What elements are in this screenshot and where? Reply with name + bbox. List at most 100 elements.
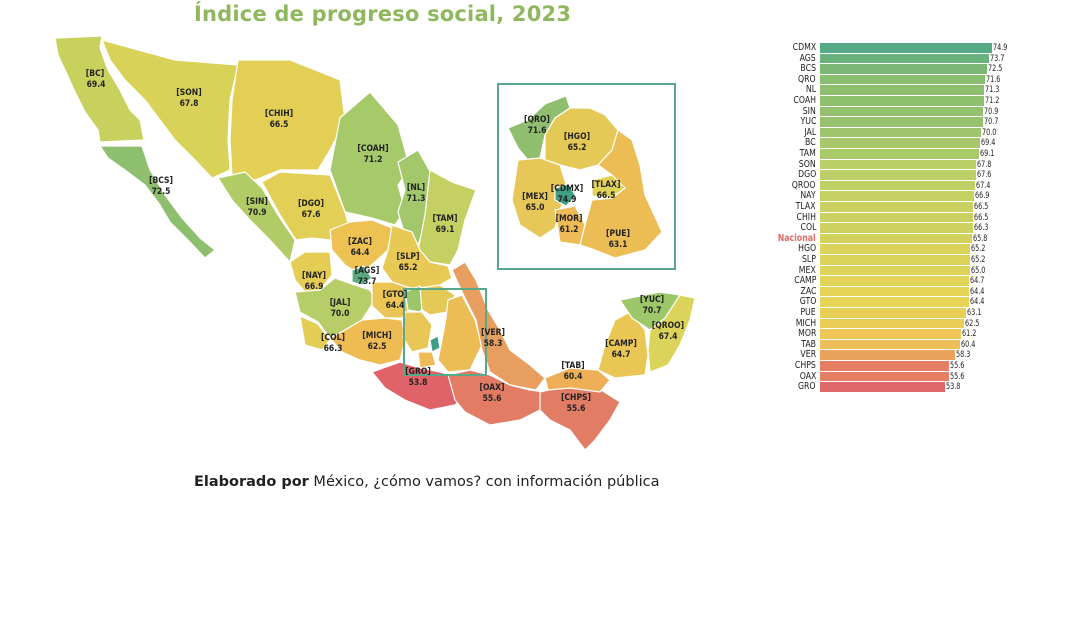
bar-value-label: 71.6 <box>985 74 1001 85</box>
inset-label-hgo-code: [HGO] <box>564 132 590 142</box>
bar <box>820 117 983 127</box>
bar-category-label: MEX <box>798 264 816 276</box>
state-bcs <box>99 145 216 259</box>
bar-value-label: 65.2 <box>971 244 986 255</box>
state-col <box>299 315 331 351</box>
map-label-chih-code: [CHIH] <box>265 109 293 119</box>
map-label-tam-code: [TAM] <box>432 214 457 224</box>
map-label-bcs-code: [BCS] <box>149 176 173 186</box>
bar-value-label: 67.4 <box>976 180 991 191</box>
state-nay <box>289 251 333 293</box>
state-zac <box>329 219 393 276</box>
bar-row: NL 71.3 <box>740 84 1060 96</box>
bar-category-label: ZAC <box>800 285 816 297</box>
map-label-yuc-value: 70.7 <box>643 306 662 316</box>
map-label-dgo-code: [DGO] <box>298 199 324 209</box>
map-label-nay-code: [NAY] <box>302 271 326 281</box>
bar-category-label: YUC <box>800 116 816 128</box>
state-pue <box>437 294 483 373</box>
bar <box>820 202 974 212</box>
bar-category-label: GRO <box>798 381 816 393</box>
bar <box>820 106 984 117</box>
map-label-son-value: 67.8 <box>180 99 199 109</box>
bar-category-label: NAY <box>800 190 816 202</box>
inset-pue <box>579 129 663 259</box>
bar-category-label: HGO <box>797 243 816 255</box>
bar-category-label: QRO <box>798 73 816 85</box>
bar-row: DGO 67.6 <box>740 169 1060 181</box>
bar <box>820 265 970 276</box>
map-label-tab-value: 60.4 <box>564 372 583 382</box>
map-label-yuc-code: [YUC] <box>640 295 664 305</box>
map-label-zac-value: 64.4 <box>351 248 370 258</box>
bar <box>820 286 969 297</box>
credit-bold: Elaborado por <box>194 474 309 490</box>
bar-row: PUE 63.1 <box>740 307 1060 319</box>
map-label-bc-code: [BC] <box>86 69 104 79</box>
bar-category-label: TAM <box>799 148 816 159</box>
state-jal <box>294 277 376 339</box>
bar-category-label: GTO <box>799 296 816 308</box>
bar-value-label: 67.6 <box>976 170 992 181</box>
map-label-zac-code: [ZAC] <box>348 237 372 247</box>
bar-value-label: 65.0 <box>970 265 986 276</box>
bar <box>820 318 965 329</box>
state-ags <box>351 265 373 286</box>
map-label-son-code: [SON] <box>176 88 201 98</box>
bar-row: CHPS 55.6 <box>740 360 1060 372</box>
bar <box>820 255 971 265</box>
bar-category-label: COAH <box>793 95 816 106</box>
bar-row: GTO 64.4 <box>740 296 1060 308</box>
state-camp <box>597 311 649 379</box>
inset-label-qro-code: [QRO] <box>524 115 550 125</box>
bar <box>820 159 977 170</box>
bar-category-label: SIN <box>802 105 816 117</box>
bar-category-label: DGO <box>797 169 816 181</box>
chart-title: Índice de progreso social, 2023 <box>194 2 572 26</box>
bar-row: TAM 69.1 <box>740 148 1060 160</box>
bar-category-label: TAB <box>801 338 816 350</box>
map-label-jal-value: 70.0 <box>331 309 350 319</box>
inset-labels: [QRO] 71.6 [HGO] 65.2 [MEX] 65.0 [CDMX] … <box>522 115 630 250</box>
map-label-col-code: [COL] <box>321 333 345 343</box>
bar-value-label: 66.3 <box>973 223 989 234</box>
inset-label-cdmx-code: [CDMX] <box>551 184 583 194</box>
bar-value-label: 74.9 <box>993 43 1008 53</box>
bar-value-label: 65.2 <box>971 255 986 265</box>
bar <box>820 43 992 53</box>
map-label-gto-value: 64.4 <box>386 301 405 311</box>
bar-row: MOR 61.2 <box>740 328 1060 340</box>
inset-label-mex-code: [MEX] <box>522 192 548 202</box>
inset-label-pue-value: 63.1 <box>609 240 628 250</box>
inset-locator-frame <box>403 288 487 376</box>
bar-value-label: 73.7 <box>990 53 1005 64</box>
map-label-chih-value: 66.5 <box>270 120 289 130</box>
state-bc <box>54 35 145 143</box>
bar-category-label: BC <box>805 137 816 149</box>
bar-row: NAY 66.9 <box>740 190 1060 202</box>
bar-value-label: 72.5 <box>987 64 1003 75</box>
bar <box>820 382 945 392</box>
bar-category-label: AGS <box>799 52 816 64</box>
map-label-oax-code: [OAX] <box>479 383 504 393</box>
state-cdmx <box>429 335 441 353</box>
inset-label-pue-code: [PUE] <box>606 229 630 239</box>
map-label-mich-value: 62.5 <box>368 342 387 352</box>
bar-row: GRO 53.8 <box>740 381 1060 393</box>
bar-value-label: 71.3 <box>984 85 1000 96</box>
bar <box>820 244 971 254</box>
bar <box>820 223 973 233</box>
map-label-camp-code: [CAMP] <box>605 339 637 349</box>
bar <box>820 64 987 74</box>
bar <box>820 308 966 318</box>
bar-value-label: 62.5 <box>965 318 980 329</box>
bar-row: QRO 71.6 <box>740 73 1060 86</box>
map-label-camp-value: 64.7 <box>612 350 631 360</box>
map-label-coah-value: 71.2 <box>364 155 383 165</box>
bar-value-label: 58.3 <box>956 350 971 361</box>
bar-value-label: 61.2 <box>962 329 977 340</box>
bar-row: ZAC 64.4 <box>740 285 1060 298</box>
bar-category-label: Nacional <box>778 232 816 244</box>
map-label-nay-value: 66.9 <box>305 282 324 292</box>
bar <box>820 339 960 350</box>
